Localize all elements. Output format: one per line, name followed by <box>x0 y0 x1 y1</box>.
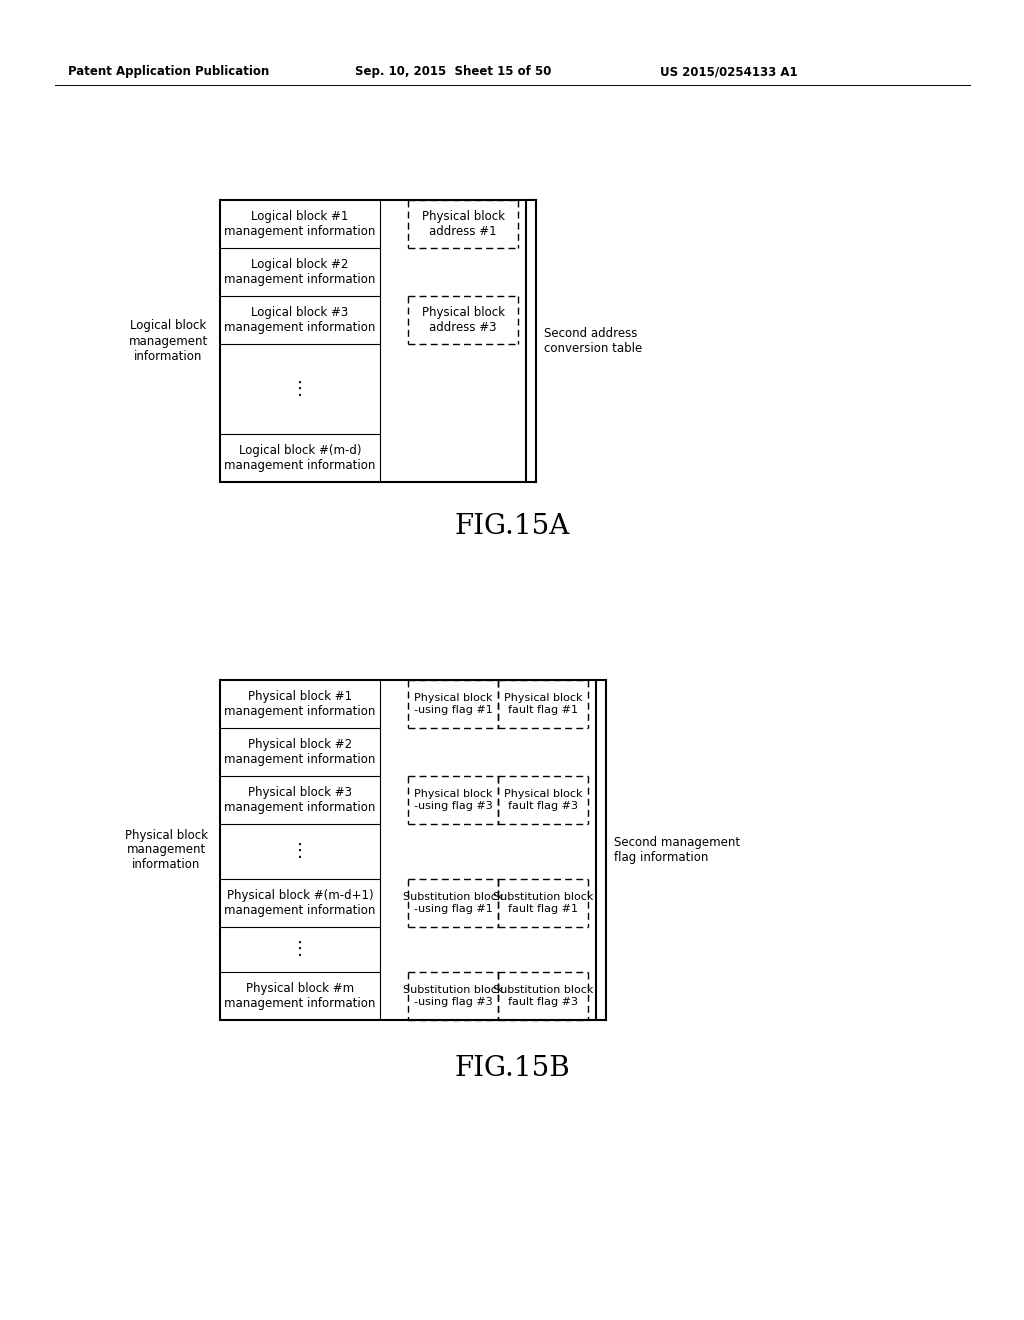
Text: Physical block
fault flag #1: Physical block fault flag #1 <box>504 693 583 715</box>
Text: Physical block
address #3: Physical block address #3 <box>422 306 505 334</box>
Text: Physical block #1
management information: Physical block #1 management information <box>224 690 376 718</box>
Text: Logical block
management
information: Logical block management information <box>129 319 208 363</box>
Text: Patent Application Publication: Patent Application Publication <box>68 66 269 78</box>
Text: ⋮: ⋮ <box>291 842 309 861</box>
Text: Substitution block
fault flag #1: Substitution block fault flag #1 <box>493 892 593 913</box>
Text: Substitution block
-using flag #3: Substitution block -using flag #3 <box>402 985 503 1007</box>
Text: Physical block #2
management information: Physical block #2 management information <box>224 738 376 766</box>
Text: ⋮: ⋮ <box>291 940 309 958</box>
Text: Physical block #3
management information: Physical block #3 management information <box>224 785 376 814</box>
Text: US 2015/0254133 A1: US 2015/0254133 A1 <box>660 66 798 78</box>
Text: Logical block #1
management information: Logical block #1 management information <box>224 210 376 238</box>
Text: Physical block
-using flag #3: Physical block -using flag #3 <box>414 789 493 810</box>
Text: Physical block
-using flag #1: Physical block -using flag #1 <box>414 693 493 715</box>
Text: Physical block #m
management information: Physical block #m management information <box>224 982 376 1010</box>
Text: Logical block #3
management information: Logical block #3 management information <box>224 306 376 334</box>
Text: FIG.15B: FIG.15B <box>454 1055 570 1081</box>
Text: Logical block #(m-d)
management information: Logical block #(m-d) management informat… <box>224 444 376 473</box>
Text: Physical block
fault flag #3: Physical block fault flag #3 <box>504 789 583 810</box>
Text: Second address
conversion table: Second address conversion table <box>544 327 642 355</box>
Text: FIG.15A: FIG.15A <box>455 513 569 540</box>
Text: Sep. 10, 2015  Sheet 15 of 50: Sep. 10, 2015 Sheet 15 of 50 <box>355 66 551 78</box>
Text: ⋮: ⋮ <box>291 380 309 399</box>
Text: Physical block
address #1: Physical block address #1 <box>422 210 505 238</box>
Text: Physical block
management
information: Physical block management information <box>125 829 208 871</box>
Text: Logical block #2
management information: Logical block #2 management information <box>224 257 376 286</box>
Text: Second management
flag information: Second management flag information <box>614 836 740 865</box>
Bar <box>220 201 526 482</box>
Bar <box>220 680 596 1020</box>
Text: Substitution block
-using flag #1: Substitution block -using flag #1 <box>402 892 503 913</box>
Text: Substitution block
fault flag #3: Substitution block fault flag #3 <box>493 985 593 1007</box>
Text: Physical block #(m-d+1)
management information: Physical block #(m-d+1) management infor… <box>224 888 376 917</box>
